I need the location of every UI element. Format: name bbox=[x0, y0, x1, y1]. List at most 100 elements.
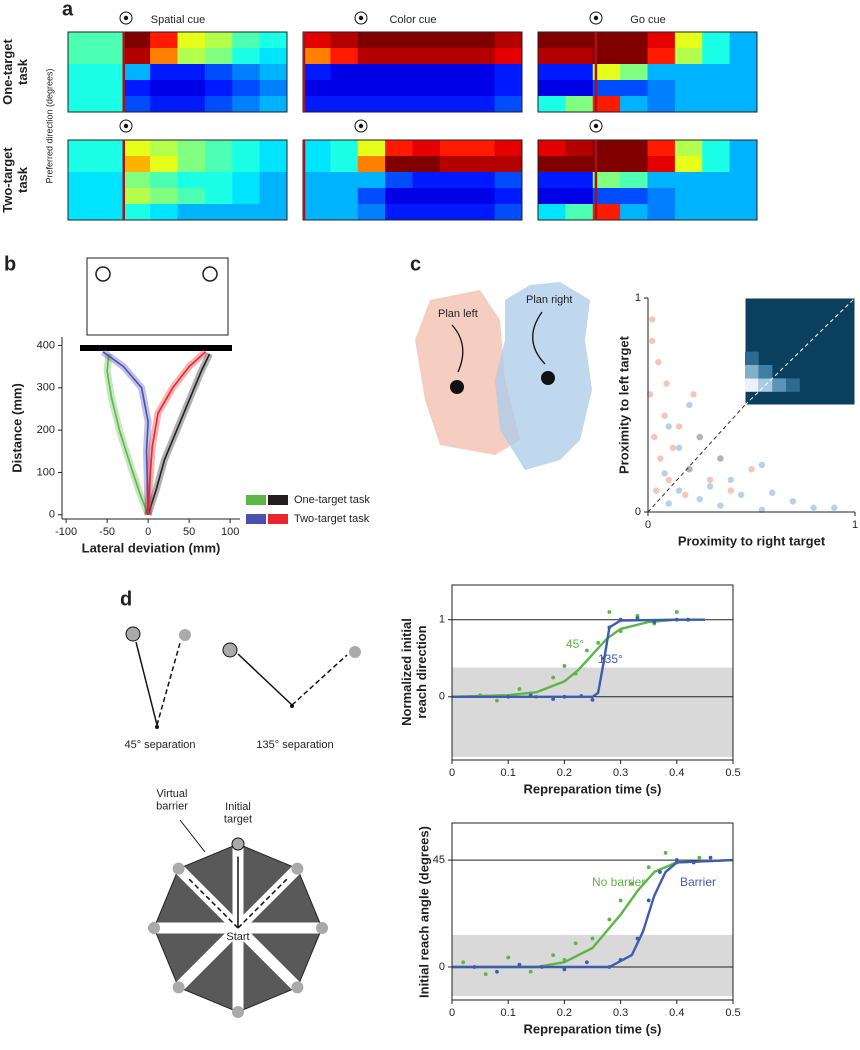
heat-cell bbox=[592, 156, 621, 173]
point bbox=[665, 423, 672, 430]
heat-cell bbox=[204, 80, 233, 97]
point bbox=[682, 491, 689, 499]
heat-cell bbox=[647, 204, 676, 221]
plot-frame bbox=[451, 584, 734, 761]
heat-cell bbox=[385, 204, 413, 221]
legend-label: One-target task bbox=[294, 494, 370, 506]
point bbox=[810, 504, 817, 511]
heat-cell bbox=[467, 48, 496, 65]
heat-cell bbox=[647, 64, 676, 81]
point bbox=[675, 444, 683, 451]
heat-cell bbox=[620, 32, 648, 49]
trajectory bbox=[106, 353, 149, 516]
target bbox=[179, 629, 191, 641]
start bbox=[155, 725, 159, 729]
point bbox=[528, 969, 533, 974]
band bbox=[452, 934, 733, 996]
heat-cell bbox=[592, 204, 621, 221]
point bbox=[708, 855, 713, 860]
point bbox=[665, 500, 672, 507]
y-tick-label: 300 bbox=[37, 382, 55, 394]
curve-label: 45° bbox=[566, 637, 584, 651]
x-tick-label: -50 bbox=[99, 526, 115, 538]
x-tick-label: 0 bbox=[145, 526, 151, 538]
bar bbox=[80, 345, 232, 351]
panel-label: a bbox=[62, 0, 74, 20]
point bbox=[495, 969, 499, 974]
heat-cell bbox=[95, 156, 124, 173]
heat-cell bbox=[204, 96, 233, 113]
heat-cell bbox=[122, 64, 151, 81]
heat-cell bbox=[494, 32, 523, 49]
heat-cell bbox=[467, 140, 496, 157]
x-tick-label: 0.5 bbox=[725, 767, 740, 779]
heat-cell bbox=[592, 64, 621, 81]
heat-cell bbox=[385, 32, 413, 49]
heat-cell bbox=[68, 204, 96, 221]
point bbox=[789, 498, 797, 505]
heat-cell bbox=[702, 80, 731, 97]
heat-cell bbox=[122, 204, 151, 221]
heat-cell bbox=[357, 32, 386, 49]
heat-cell bbox=[204, 32, 233, 49]
heat-cell bbox=[259, 64, 288, 81]
curve-label: 135° bbox=[598, 652, 623, 666]
heat-cell bbox=[412, 204, 441, 221]
heat-cell bbox=[385, 140, 413, 157]
x-tick-label: -100 bbox=[55, 526, 77, 538]
heat-cell bbox=[357, 188, 386, 205]
panel-label: b bbox=[4, 253, 16, 275]
channel bbox=[174, 924, 242, 992]
heat-cell bbox=[177, 48, 206, 65]
point bbox=[831, 504, 838, 511]
heat-cell bbox=[68, 140, 96, 157]
heat-cell bbox=[565, 32, 594, 49]
x-axis-label: Repreparation time (s) bbox=[524, 1021, 662, 1036]
heat-cell bbox=[385, 48, 413, 65]
heat-cell bbox=[177, 64, 206, 81]
x-tick-label: 0.2 bbox=[557, 1007, 572, 1019]
heat-cell bbox=[647, 172, 676, 189]
heat-cell bbox=[68, 96, 96, 113]
heat-cell bbox=[204, 172, 233, 189]
heat-cell bbox=[68, 172, 96, 189]
heat-cell bbox=[494, 96, 523, 113]
heat-cell bbox=[592, 188, 621, 205]
y-axis-label: Proximity to left target bbox=[616, 335, 631, 474]
target bbox=[172, 862, 185, 875]
point bbox=[590, 697, 595, 702]
point bbox=[562, 967, 567, 972]
heat-cell bbox=[538, 64, 566, 81]
heat-cell bbox=[177, 204, 206, 221]
heat-cell bbox=[674, 96, 703, 113]
heat-cell bbox=[259, 96, 288, 113]
heat-cell bbox=[592, 172, 621, 189]
point bbox=[607, 917, 612, 922]
row-label: One-targettask bbox=[0, 38, 30, 104]
x-tick-label: 0 bbox=[645, 519, 651, 531]
fit-curve bbox=[452, 858, 734, 969]
heat-cell bbox=[620, 156, 648, 173]
diagram-label: Virtual barrier bbox=[156, 788, 188, 813]
point bbox=[653, 487, 660, 494]
heat-cell bbox=[95, 64, 124, 81]
heat-cell bbox=[729, 140, 758, 157]
heat-cell bbox=[177, 188, 206, 205]
heat-cell bbox=[592, 80, 621, 97]
column-label: Color cue bbox=[389, 14, 436, 26]
heat-cell bbox=[68, 32, 96, 49]
panel-label: d bbox=[120, 588, 132, 610]
heat-cell bbox=[357, 156, 386, 173]
reach-arrow bbox=[237, 876, 290, 929]
legend-label: Two-target task bbox=[294, 513, 370, 525]
trajectory bbox=[147, 353, 211, 516]
heat-cell bbox=[412, 32, 441, 49]
point bbox=[618, 898, 623, 903]
point bbox=[646, 898, 651, 903]
heat-cell bbox=[122, 140, 151, 157]
heat-cell bbox=[467, 172, 496, 189]
heat-cell bbox=[467, 156, 496, 173]
heat-cell bbox=[330, 96, 359, 113]
heat-cell bbox=[647, 140, 676, 157]
